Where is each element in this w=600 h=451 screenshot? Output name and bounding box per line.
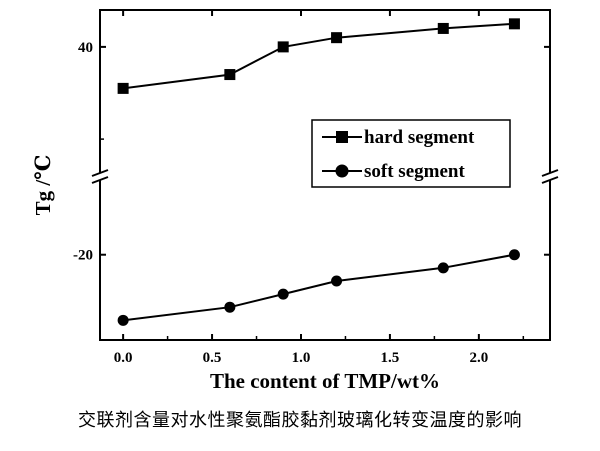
legend: hard segment soft segment: [311, 119, 511, 188]
hard-segment-point-3: [331, 32, 343, 44]
hard-segment-point-5: [508, 18, 520, 30]
y-upper-tick-label-0: 40: [78, 40, 93, 56]
x-tick-label-4: 2.0: [469, 350, 488, 366]
axis-break-gap-right: [544, 173, 556, 180]
legend-marker-square: [336, 131, 348, 143]
hard-segment-point-4: [437, 22, 449, 34]
soft-segment-point-4: [437, 262, 449, 274]
series-line-1: [122, 253, 515, 322]
soft-segment-point-5: [508, 249, 520, 261]
hard-segment-point-1: [224, 69, 236, 81]
x-tick-label-2: 1.0: [292, 350, 311, 366]
axis-break-mark-right-bottom: [541, 176, 559, 184]
soft-segment-point-2: [277, 288, 289, 300]
figure-caption: 交联剂含量对水性聚氨酯胶黏剂玻璃化转变温度的影响: [78, 410, 522, 431]
y-lower-tick-label-0: -20: [73, 248, 93, 264]
soft-segment-point-1: [224, 301, 236, 313]
axis-break-mark-right-top: [541, 169, 559, 177]
y-axis-title: Tg /℃: [31, 155, 55, 216]
x-tick-label-3: 1.5: [381, 350, 400, 366]
x-axis-title: The content of TMP/wt%: [210, 369, 440, 393]
axis-break-mark-left-top: [91, 169, 109, 177]
axis-break-mark-left-bottom: [91, 176, 109, 184]
soft-segment-point-3: [331, 275, 343, 287]
series-layer: [117, 18, 520, 326]
hard-segment-point-0: [117, 82, 129, 94]
legend-label-hard: hard segment: [364, 127, 475, 148]
hard-segment-point-2: [277, 41, 289, 53]
legend-label-soft: soft segment: [364, 161, 465, 182]
x-tick-label-0: 0.0: [114, 350, 133, 366]
axis-break-gap-left: [94, 173, 106, 180]
soft-segment-point-0: [117, 314, 129, 326]
legend-marker-circle: [335, 164, 349, 178]
x-tick-label-1: 0.5: [203, 350, 222, 366]
ticks-layer: 0.0 0.5 1.0 1.5 2.0 40 -20: [73, 10, 550, 366]
series-line-0: [122, 22, 515, 90]
